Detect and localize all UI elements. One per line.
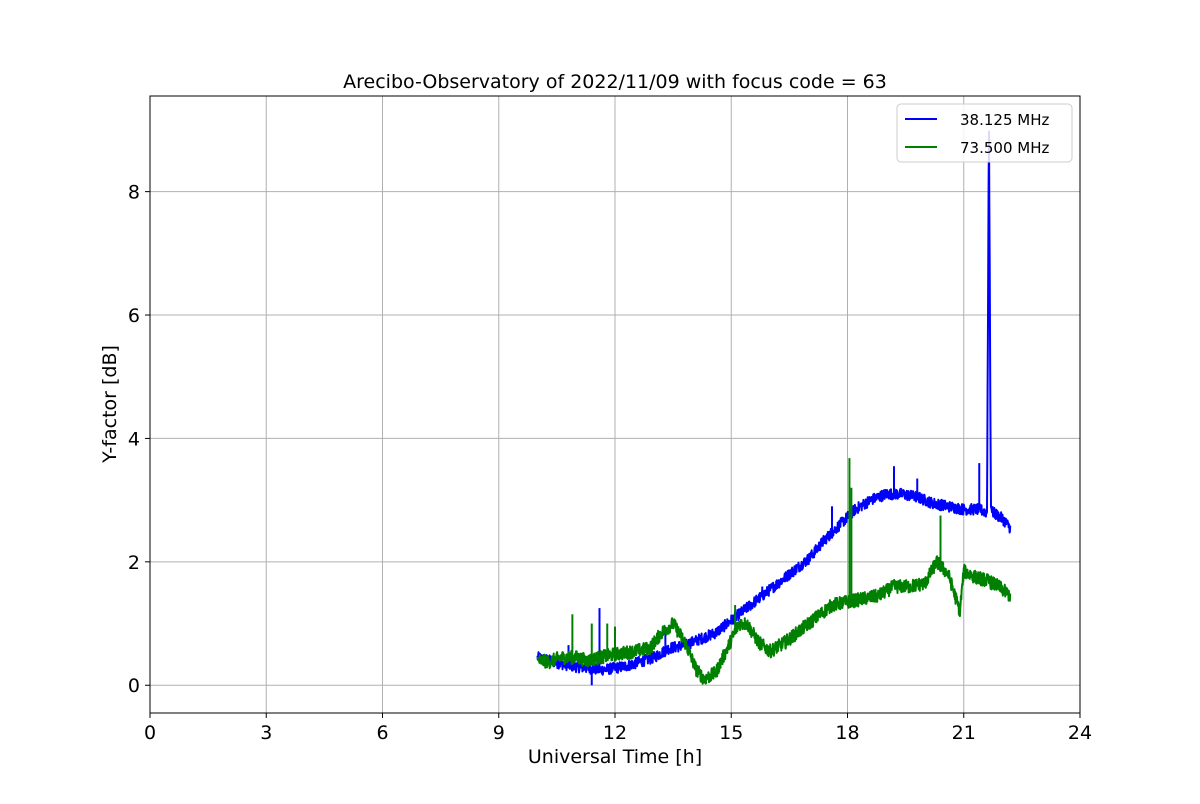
x-tick-label: 18 xyxy=(835,722,859,744)
series-73mhz xyxy=(536,458,1012,685)
chart-title: Arecibo-Observatory of 2022/11/09 with f… xyxy=(343,71,887,93)
y-tick-label: 8 xyxy=(128,182,140,204)
x-tick-label: 9 xyxy=(493,722,505,744)
x-tick-label: 0 xyxy=(144,722,156,744)
series-line xyxy=(536,555,1012,685)
y-tick-label: 4 xyxy=(128,428,140,450)
x-tick-label: 12 xyxy=(603,722,627,744)
x-tick-label: 3 xyxy=(260,722,272,744)
legend-box xyxy=(896,103,1073,163)
x-tick-label: 21 xyxy=(952,722,976,744)
x-tick-label: 6 xyxy=(376,722,388,744)
y-tick-label: 6 xyxy=(128,305,140,327)
y-tick-label: 2 xyxy=(128,552,140,574)
x-tick-label: 15 xyxy=(719,722,743,744)
y-axis-label: Y-factor [dB] xyxy=(99,345,121,464)
x-axis-label: Universal Time [h] xyxy=(528,746,702,768)
legend: 38.125 MHz 73.500 MHz xyxy=(896,103,1073,163)
y-tick-label: 0 xyxy=(128,675,140,697)
series-line xyxy=(536,130,1012,676)
x-tick-label: 24 xyxy=(1068,722,1092,744)
series-layer xyxy=(536,130,1012,686)
legend-label-73mhz: 73.500 MHz xyxy=(960,139,1049,157)
legend-label-38mhz: 38.125 MHz xyxy=(960,111,1049,129)
